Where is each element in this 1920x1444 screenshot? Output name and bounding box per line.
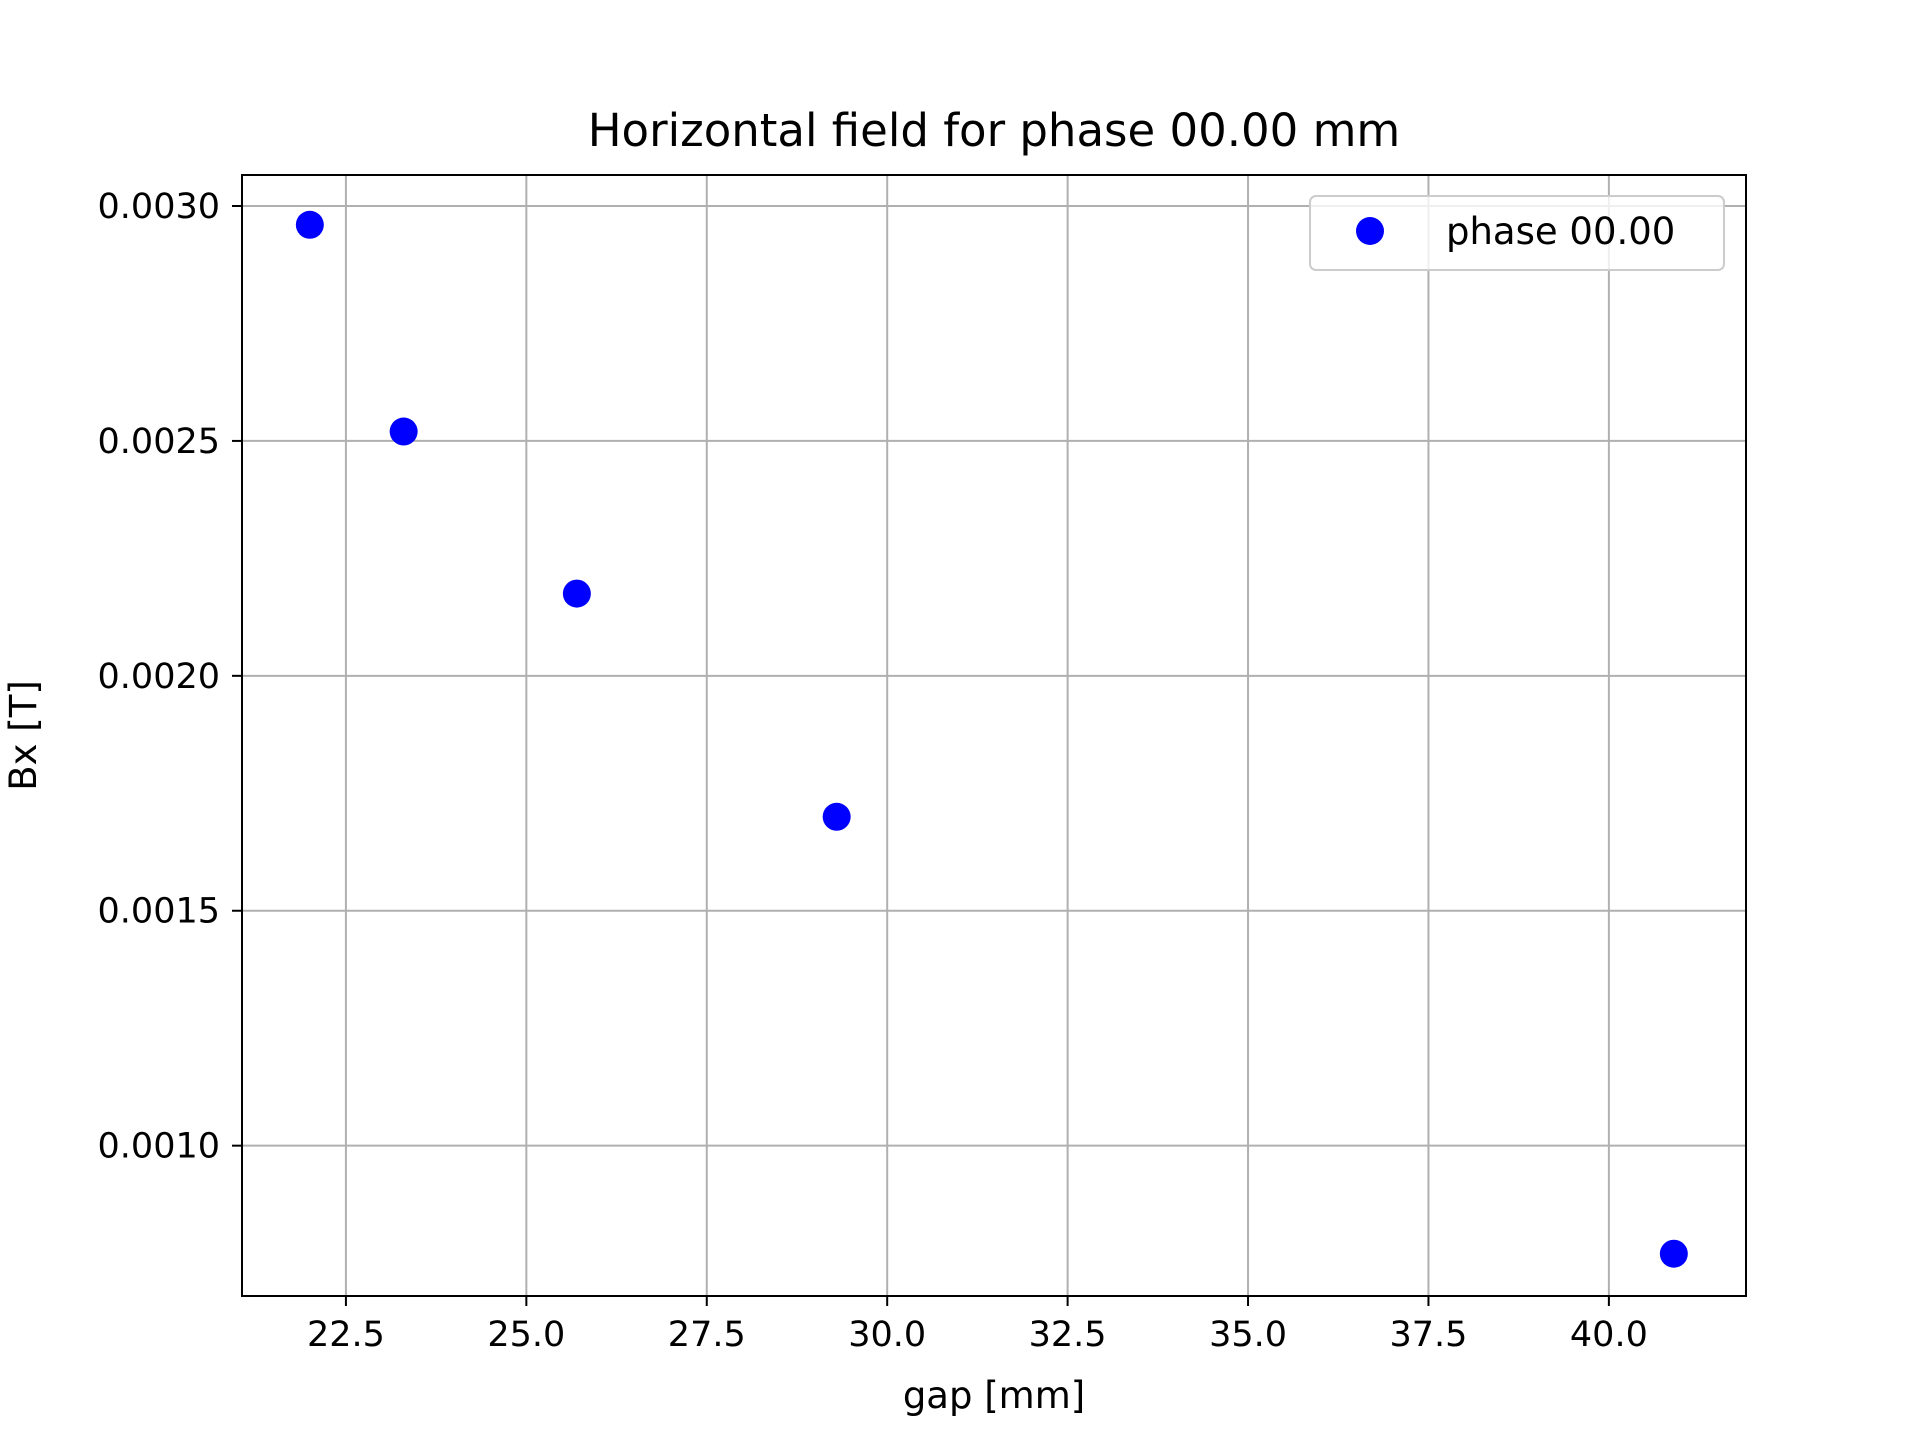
y-tick-label: 0.0020 [98, 657, 220, 697]
data-point [1659, 1239, 1688, 1268]
data-point [562, 579, 591, 608]
x-axis-label: gap [mm] [903, 1374, 1085, 1417]
x-tick-label: 37.5 [1389, 1315, 1467, 1355]
data-points [295, 210, 1688, 1268]
data-point [822, 802, 851, 831]
grid-lines [242, 175, 1746, 1296]
x-tick-label: 27.5 [668, 1315, 746, 1355]
y-axis-label: Bx [T] [2, 680, 45, 791]
data-point [295, 210, 324, 239]
y-tick-label: 0.0010 [98, 1127, 220, 1167]
legend-label: phase 00.00 [1446, 210, 1675, 253]
x-tick-label: 40.0 [1570, 1315, 1648, 1355]
legend-box [1309, 195, 1725, 271]
x-tick-label: 32.5 [1029, 1315, 1107, 1355]
chart-title: Horizontal field for phase 00.00 mm [588, 104, 1401, 157]
legend: phase 00.00 [1309, 195, 1725, 271]
x-tick-label: 30.0 [848, 1315, 926, 1355]
y-tick-label: 0.0025 [98, 422, 220, 462]
plot-frame [241, 174, 1747, 1297]
legend-marker [1356, 217, 1384, 245]
y-tick-label: 0.0015 [98, 892, 220, 932]
data-point [389, 417, 418, 446]
axis-ticks: 22.5 25.0 27.5 30.0 32.5 35.0 37.5 40.0 0.0010 0.… [98, 187, 1648, 1355]
y-tick-label: 0.0030 [98, 187, 220, 227]
x-tick-label: 25.0 [487, 1315, 565, 1355]
x-tick-label: 35.0 [1209, 1315, 1287, 1355]
x-tick-label: 22.5 [307, 1315, 385, 1355]
